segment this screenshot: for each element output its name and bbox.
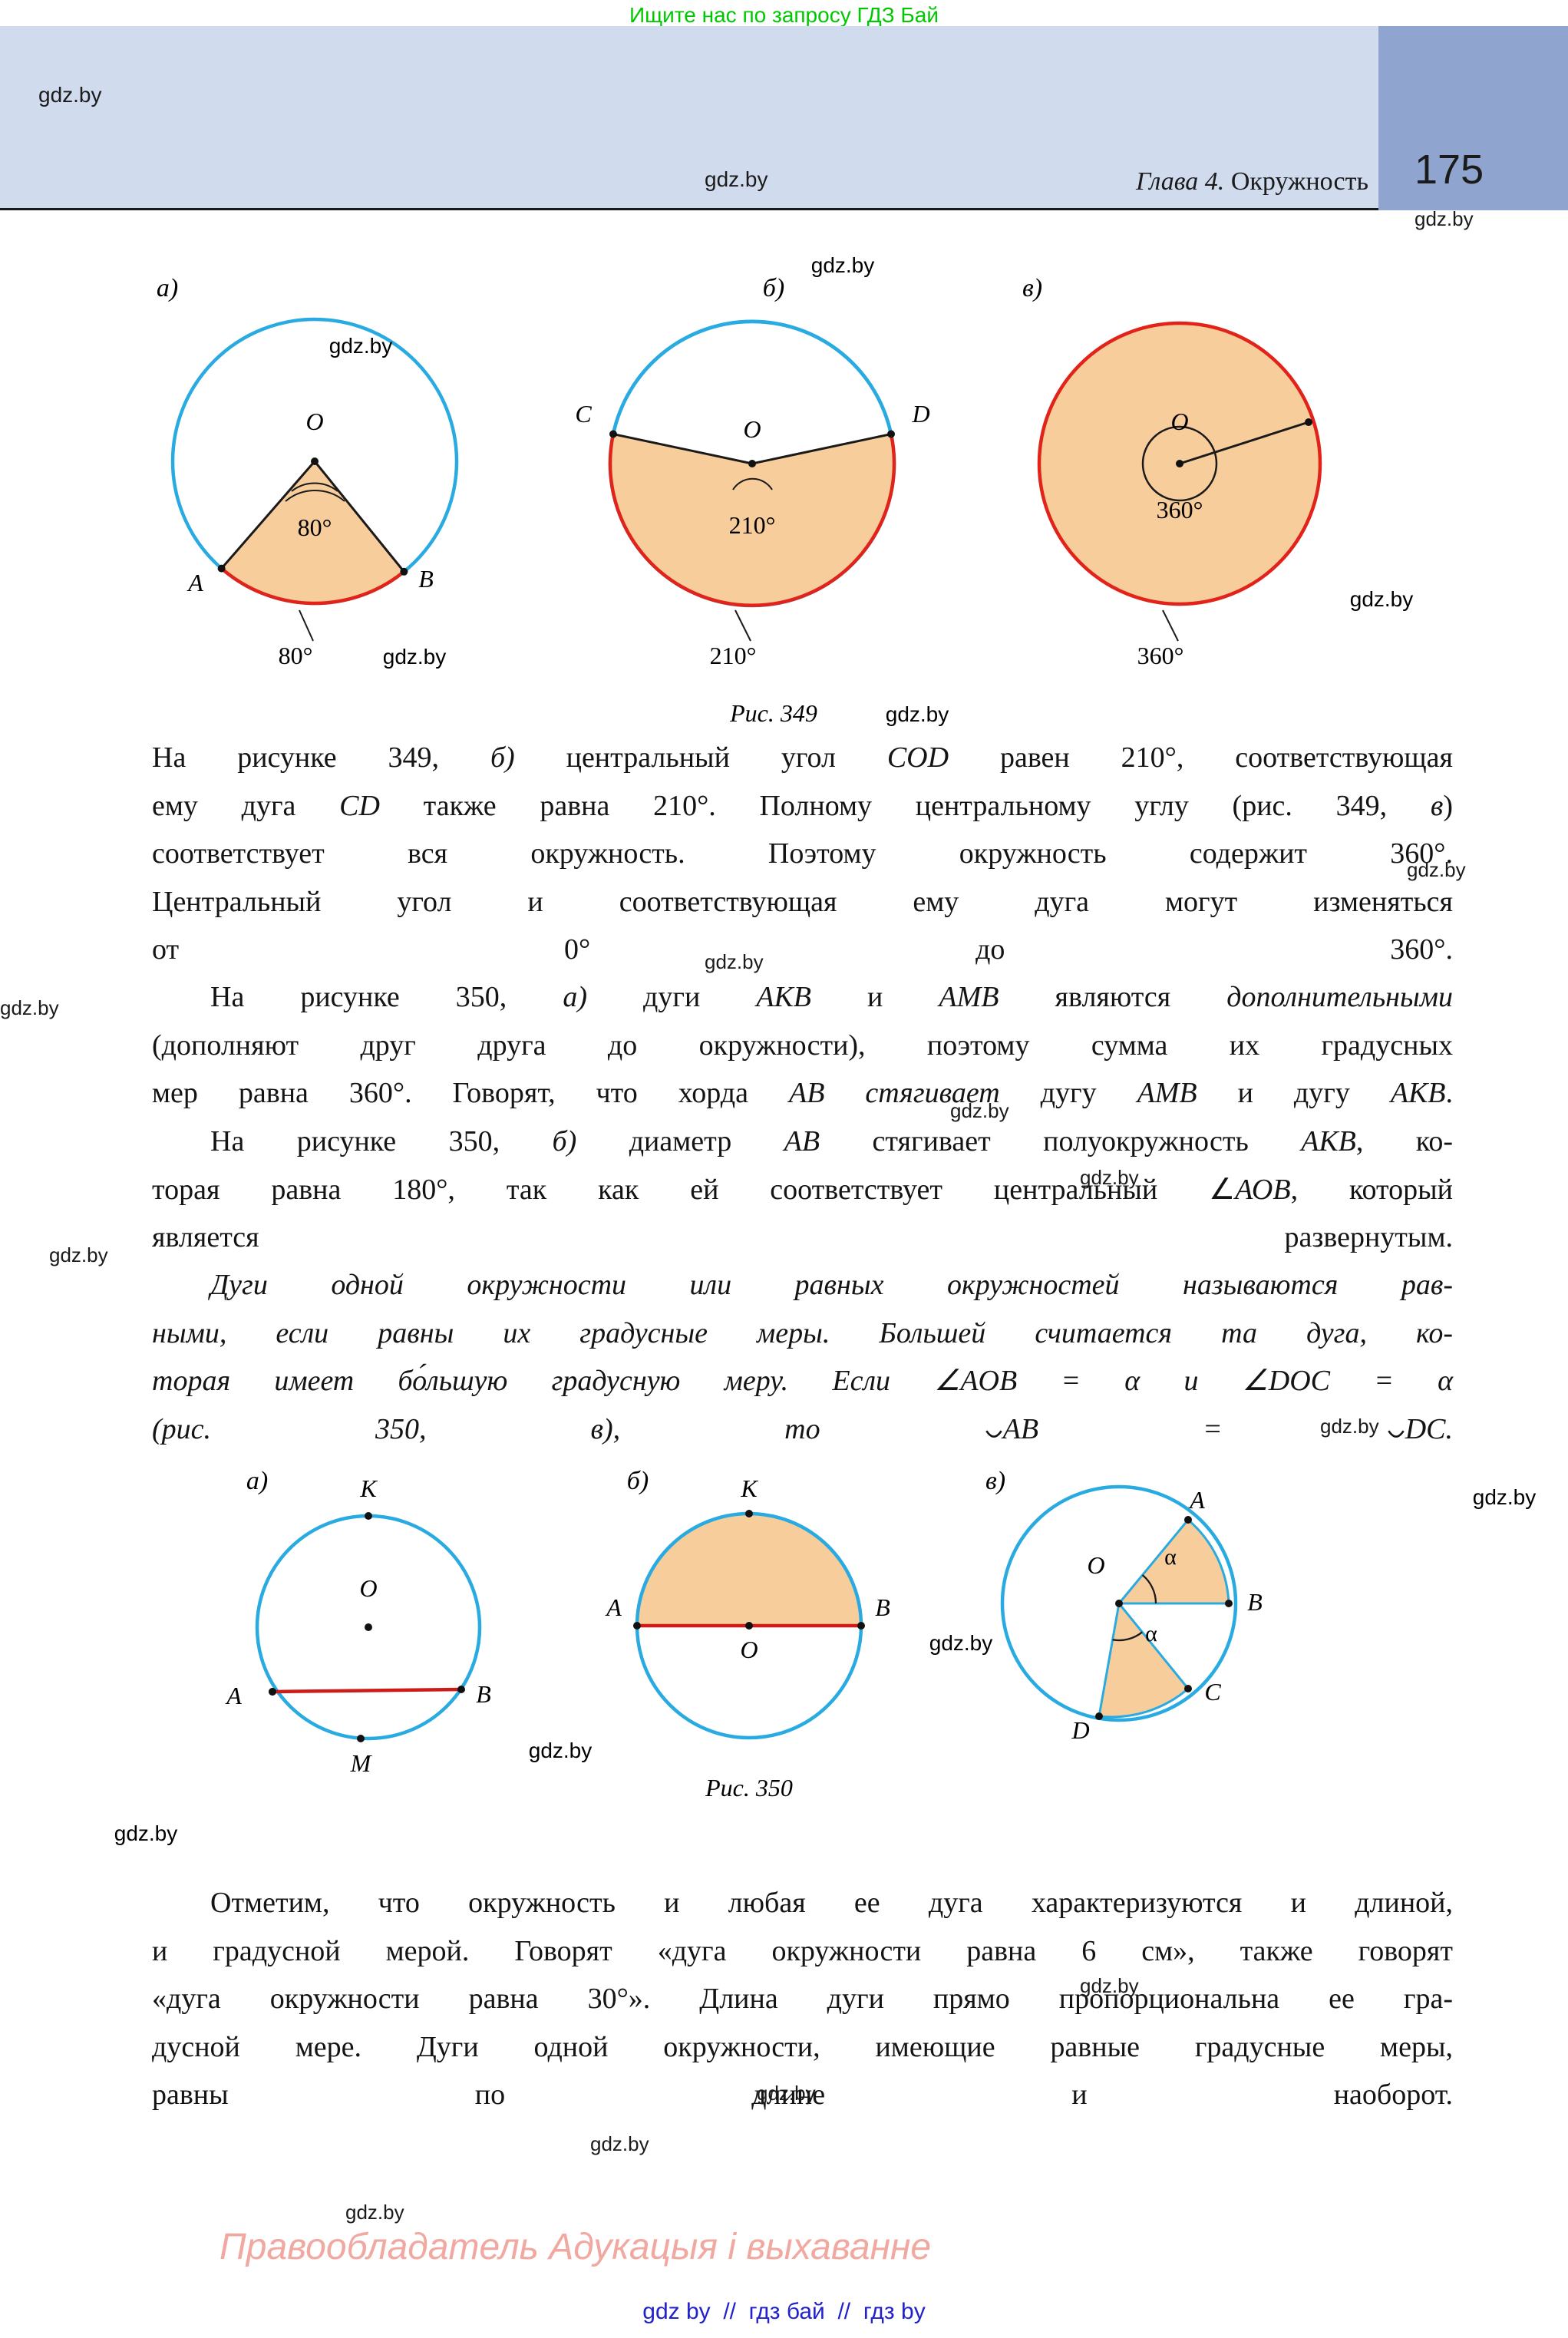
svg-text:D: D [911, 400, 929, 428]
svg-text:O: O [743, 415, 761, 443]
svg-text:Рис. 349: Рис. 349 [729, 699, 817, 727]
svg-text:а): а) [157, 274, 178, 302]
svg-text:O: O [305, 408, 323, 435]
svg-text:в): в) [985, 1467, 1005, 1495]
svg-text:K: K [740, 1474, 758, 1502]
svg-text:gdz.by: gdz.by [886, 702, 949, 726]
svg-text:D: D [1071, 1716, 1089, 1744]
svg-text:gdz.by: gdz.by [1350, 587, 1414, 611]
svg-text:360°: 360° [1137, 642, 1184, 669]
svg-text:gdz.by: gdz.by [329, 334, 393, 358]
svg-text:gdz.by: gdz.by [811, 253, 875, 277]
svg-text:B: B [875, 1593, 890, 1621]
svg-text:α: α [1164, 1544, 1177, 1570]
svg-text:210°: 210° [729, 511, 776, 539]
svg-text:A: A [225, 1682, 242, 1709]
svg-text:gdz.by: gdz.by [1473, 1485, 1537, 1509]
svg-text:O: O [740, 1636, 758, 1663]
svg-text:в): в) [1022, 274, 1042, 302]
svg-text:K: K [359, 1474, 378, 1502]
svg-text:O: O [1170, 408, 1188, 435]
svg-text:210°: 210° [710, 642, 757, 669]
svg-text:O: O [1087, 1551, 1104, 1579]
svg-text:80°: 80° [298, 514, 332, 541]
svg-text:Рис. 350: Рис. 350 [705, 1774, 793, 1801]
svg-text:б): б) [763, 274, 784, 302]
svg-text:A: A [605, 1593, 622, 1621]
svg-text:gdz.by: gdz.by [383, 645, 447, 669]
svg-text:B: B [418, 565, 434, 593]
svg-text:а): а) [246, 1467, 268, 1495]
svg-text:O: O [359, 1574, 377, 1602]
svg-text:B: B [1247, 1588, 1263, 1616]
svg-text:gdz.by: gdz.by [529, 1739, 593, 1762]
svg-text:gdz.by: gdz.by [929, 1631, 993, 1655]
svg-text:gdz.by: gdz.by [114, 1821, 178, 1845]
svg-text:α: α [1145, 1621, 1157, 1646]
svg-text:80°: 80° [279, 642, 313, 669]
svg-text:A: A [1188, 1486, 1205, 1514]
svg-text:б): б) [627, 1467, 649, 1495]
svg-text:M: M [350, 1749, 373, 1777]
svg-text:360°: 360° [1157, 496, 1203, 523]
svg-text:A: A [187, 569, 203, 596]
svg-text:B: B [476, 1680, 491, 1708]
svg-text:C: C [1204, 1678, 1221, 1706]
svg-text:C: C [575, 400, 592, 428]
